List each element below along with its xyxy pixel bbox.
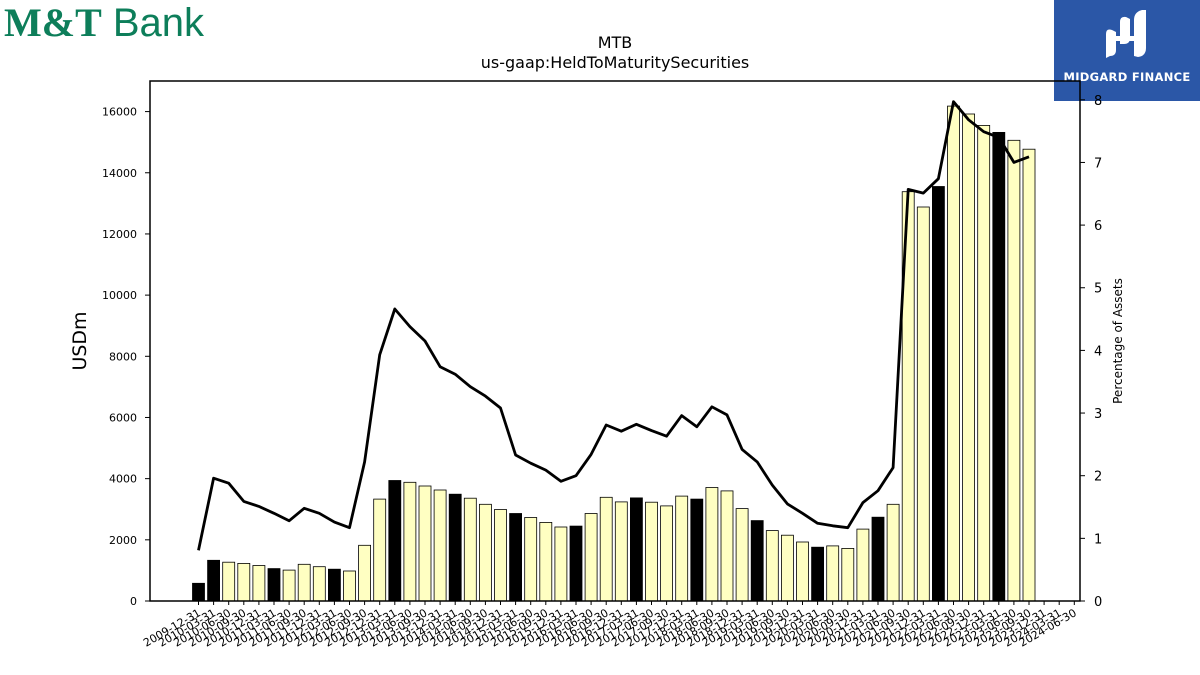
- bar: [932, 186, 945, 602]
- bar: [660, 505, 673, 602]
- y2-axis-label: Percentage of Assets: [1111, 278, 1125, 404]
- bar: [886, 503, 900, 602]
- y-tick-label: 4000: [109, 473, 137, 486]
- mt-bank-logo: M&T Bank: [4, 0, 204, 44]
- midgard-mark-icon: [1106, 10, 1146, 58]
- bar: [765, 530, 779, 602]
- bar: [509, 513, 523, 602]
- plot-frame: [149, 80, 1081, 602]
- bar: [297, 563, 311, 602]
- midgard-finance-logo: MIDGARD FINANCE: [1054, 0, 1200, 101]
- mt-bank-logo-text: M&T Bank: [4, 0, 204, 44]
- bar: [539, 522, 553, 602]
- bar: [916, 206, 930, 602]
- bar: [569, 525, 583, 602]
- y-tick-label: 14000: [102, 167, 137, 180]
- y-tick-label: 2000: [109, 534, 137, 547]
- bar: [327, 568, 341, 602]
- bar: [448, 493, 462, 602]
- bar: [871, 516, 885, 602]
- bar: [358, 544, 372, 602]
- bar: [192, 582, 205, 602]
- y2-tick-label: 4: [1094, 344, 1102, 359]
- y2-tick-label: 5: [1094, 282, 1102, 297]
- y-axis-label: USDm: [69, 311, 91, 370]
- y-tick-label: 12000: [102, 228, 137, 241]
- x-axis: 2009-12-312010-03-312010-06-302010-09-30…: [141, 601, 1079, 650]
- bar: [841, 548, 855, 602]
- bar: [252, 565, 266, 602]
- bar: [554, 526, 568, 602]
- bar: [962, 113, 975, 602]
- bar: [463, 497, 477, 602]
- y2-tick-label: 7: [1094, 156, 1102, 171]
- bar: [207, 559, 221, 602]
- bar: [856, 528, 870, 602]
- y2-tick-label: 8: [1094, 94, 1102, 109]
- y2-tick-label: 0: [1094, 595, 1102, 610]
- bar: [584, 513, 598, 602]
- y2-tick-label: 3: [1094, 407, 1102, 422]
- bar: [599, 496, 613, 602]
- bar: [478, 503, 492, 602]
- bar: [630, 497, 643, 602]
- bar: [811, 546, 824, 602]
- bar: [645, 501, 658, 602]
- bar: [992, 131, 1006, 602]
- bar: [826, 545, 840, 602]
- percentage-line: [197, 100, 1030, 551]
- y-tick-label: 6000: [109, 411, 137, 424]
- bar: [343, 570, 356, 602]
- y-tick-label: 16000: [102, 106, 137, 119]
- y2-tick-label: 1: [1094, 532, 1102, 547]
- bar: [614, 501, 628, 602]
- y-tick-label: 8000: [109, 350, 137, 363]
- bar: [267, 568, 281, 602]
- y2-axis: 0 1 2 3 4 5 6 7 8: [1080, 94, 1102, 610]
- bar: [675, 495, 689, 602]
- line-series: [197, 100, 1030, 551]
- bar: [977, 125, 991, 602]
- bar: [720, 490, 734, 602]
- bar: [388, 480, 402, 602]
- bar: [312, 566, 326, 602]
- y-tick-label: 10000: [102, 289, 137, 302]
- bar: [494, 509, 507, 602]
- bar: [403, 481, 417, 602]
- bar-series: [192, 105, 1036, 602]
- bar: [237, 563, 251, 602]
- bar: [418, 485, 432, 602]
- bar: [690, 498, 704, 602]
- y2-tick-label: 6: [1094, 219, 1102, 234]
- bar: [750, 520, 764, 602]
- bar: [524, 517, 538, 602]
- bar: [796, 541, 809, 602]
- bar: [222, 561, 236, 602]
- bar: [947, 105, 960, 602]
- bar: [781, 534, 794, 602]
- chart-subtitle: us-gaap:HeldToMaturitySecurities: [481, 53, 750, 72]
- midgard-finance-text: MIDGARD FINANCE: [1063, 70, 1191, 84]
- bar: [1022, 148, 1036, 602]
- bar: [433, 489, 447, 602]
- bar: [735, 508, 749, 602]
- y-axis: 0 2000 4000 6000 8000 10000 12000 14000 16000: [102, 106, 150, 608]
- chart-title: MTB: [598, 33, 633, 52]
- bar: [373, 498, 387, 602]
- y2-tick-label: 2: [1094, 470, 1102, 485]
- bar: [705, 487, 719, 602]
- y-tick-label: 0: [130, 595, 137, 608]
- bar: [282, 569, 296, 602]
- bar: [1007, 139, 1021, 602]
